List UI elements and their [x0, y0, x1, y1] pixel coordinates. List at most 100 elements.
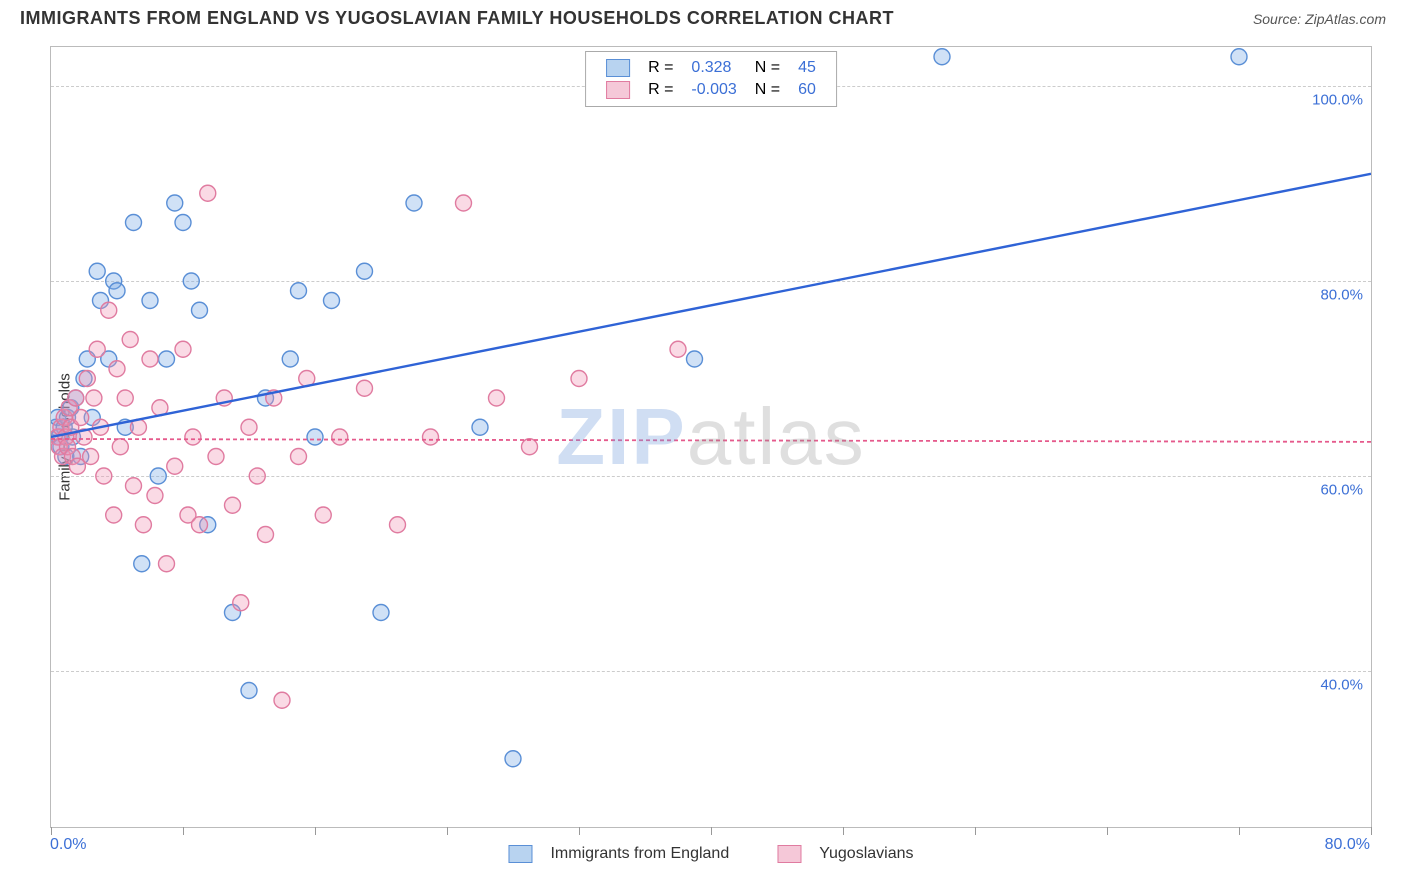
data-point-england: [142, 293, 158, 309]
data-point-england: [505, 751, 521, 767]
data-point-yugoslavia: [175, 341, 191, 357]
data-point-england: [687, 351, 703, 367]
r-label: R =: [640, 80, 681, 100]
chart-source: Source: ZipAtlas.com: [1253, 11, 1386, 27]
data-point-yugoslavia: [159, 556, 175, 572]
data-point-yugoslavia: [79, 371, 95, 387]
data-point-yugoslavia: [390, 517, 406, 533]
plot-area: Family Households 40.0%60.0%80.0%100.0% …: [50, 46, 1372, 828]
chart-header: IMMIGRANTS FROM ENGLAND VS YUGOSLAVIAN F…: [0, 0, 1406, 35]
x-tick: [1239, 827, 1240, 835]
x-tick: [183, 827, 184, 835]
corr-row-england: R =0.328N =45: [598, 58, 824, 78]
x-tick: [1371, 827, 1372, 835]
data-point-yugoslavia: [357, 380, 373, 396]
data-point-yugoslavia: [101, 302, 117, 318]
data-point-england: [159, 351, 175, 367]
data-point-yugoslavia: [167, 458, 183, 474]
data-point-yugoslavia: [332, 429, 348, 445]
data-point-england: [282, 351, 298, 367]
data-point-yugoslavia: [225, 497, 241, 513]
chart-title: IMMIGRANTS FROM ENGLAND VS YUGOSLAVIAN F…: [20, 8, 894, 29]
data-point-yugoslavia: [68, 390, 84, 406]
n-value-england: 45: [790, 58, 824, 78]
x-tick: [315, 827, 316, 835]
data-point-yugoslavia: [73, 410, 89, 426]
x-min-label: 0.0%: [50, 836, 86, 854]
data-point-yugoslavia: [315, 507, 331, 523]
data-point-yugoslavia: [117, 390, 133, 406]
x-tick: [1107, 827, 1108, 835]
data-point-yugoslavia: [522, 439, 538, 455]
plot-svg: [51, 47, 1371, 827]
data-point-england: [109, 283, 125, 299]
data-point-yugoslavia: [274, 692, 290, 708]
correlation-table: R =0.328N =45R =-0.003N =60: [596, 56, 826, 102]
data-point-england: [1231, 49, 1247, 65]
x-tick: [711, 827, 712, 835]
data-point-england: [357, 263, 373, 279]
data-point-yugoslavia: [233, 595, 249, 611]
r-value-yugoslavia: -0.003: [683, 80, 744, 100]
data-point-england: [192, 302, 208, 318]
data-point-yugoslavia: [109, 361, 125, 377]
correlation-legend: R =0.328N =45R =-0.003N =60: [585, 51, 837, 107]
data-point-yugoslavia: [291, 449, 307, 465]
data-point-yugoslavia: [192, 517, 208, 533]
data-point-yugoslavia: [258, 527, 274, 543]
x-axis-labels: 0.0% 80.0%: [50, 836, 1370, 866]
data-point-england: [291, 283, 307, 299]
data-point-yugoslavia: [489, 390, 505, 406]
data-point-yugoslavia: [112, 439, 128, 455]
n-value-yugoslavia: 60: [790, 80, 824, 100]
swatch-yugoslavia: [606, 81, 630, 99]
data-point-england: [183, 273, 199, 289]
data-point-england: [324, 293, 340, 309]
data-point-yugoslavia: [106, 507, 122, 523]
regression-line-yugoslavia: [51, 439, 1371, 442]
r-label: R =: [640, 58, 681, 78]
data-point-england: [150, 468, 166, 484]
data-point-england: [373, 605, 389, 621]
data-point-england: [241, 683, 257, 699]
data-point-england: [175, 215, 191, 231]
x-max-label: 80.0%: [1325, 836, 1370, 854]
data-point-yugoslavia: [241, 419, 257, 435]
data-point-yugoslavia: [147, 488, 163, 504]
data-point-england: [934, 49, 950, 65]
data-point-england: [89, 263, 105, 279]
data-point-yugoslavia: [571, 371, 587, 387]
data-point-yugoslavia: [122, 332, 138, 348]
corr-row-yugoslavia: R =-0.003N =60: [598, 80, 824, 100]
data-point-england: [307, 429, 323, 445]
data-point-yugoslavia: [86, 390, 102, 406]
x-tick: [975, 827, 976, 835]
x-tick: [843, 827, 844, 835]
data-point-yugoslavia: [83, 449, 99, 465]
x-tick: [51, 827, 52, 835]
data-point-england: [126, 215, 142, 231]
swatch-england: [606, 59, 630, 77]
data-point-england: [406, 195, 422, 211]
data-point-yugoslavia: [126, 478, 142, 494]
n-label: N =: [747, 80, 788, 100]
data-point-yugoslavia: [208, 449, 224, 465]
data-point-yugoslavia: [185, 429, 201, 445]
data-point-yugoslavia: [142, 351, 158, 367]
data-point-yugoslavia: [456, 195, 472, 211]
regression-line-england: [51, 174, 1371, 437]
data-point-yugoslavia: [670, 341, 686, 357]
data-point-england: [472, 419, 488, 435]
x-tick: [579, 827, 580, 835]
x-tick: [447, 827, 448, 835]
data-point-yugoslavia: [135, 517, 151, 533]
n-label: N =: [747, 58, 788, 78]
data-point-yugoslavia: [423, 429, 439, 445]
data-point-england: [167, 195, 183, 211]
r-value-england: 0.328: [683, 58, 744, 78]
data-point-yugoslavia: [96, 468, 112, 484]
data-point-england: [134, 556, 150, 572]
data-point-yugoslavia: [89, 341, 105, 357]
data-point-yugoslavia: [200, 185, 216, 201]
data-point-yugoslavia: [249, 468, 265, 484]
